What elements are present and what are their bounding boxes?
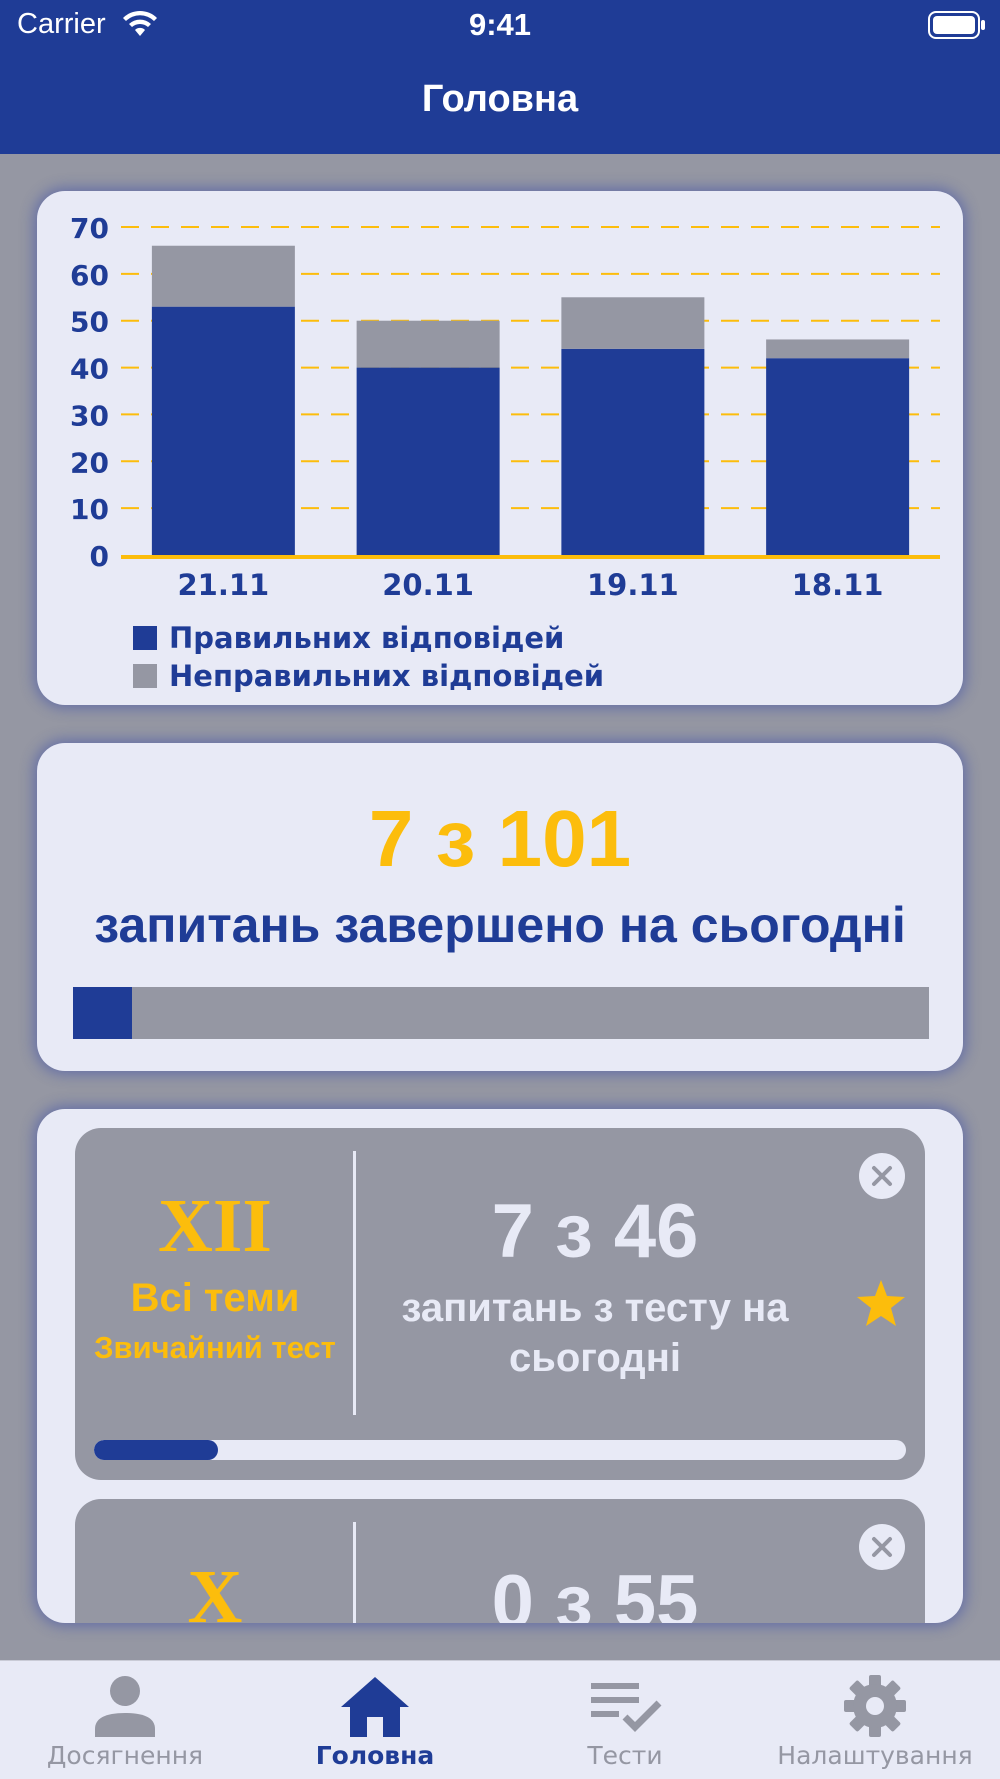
test-topic: Всі теми [130, 1276, 300, 1320]
close-icon[interactable] [859, 1153, 905, 1199]
tab-achievements[interactable]: Досягнення [0, 1661, 250, 1779]
x-tick-label: 21.11 [178, 568, 270, 602]
test-progress-count: 0 з 55 [491, 1560, 699, 1623]
y-tick-label: 40 [70, 353, 109, 386]
daily-progress-card: 7 з 101 запитань завершено на сьогодні [37, 743, 963, 1071]
tab-label: Досягнення [46, 1741, 204, 1770]
bar-correct [766, 358, 910, 555]
tab-label: Налаштування [777, 1741, 973, 1770]
page-title: Головна [421, 78, 579, 120]
test-type: Звичайний тест [94, 1330, 336, 1365]
tab-label: Головна [315, 1741, 435, 1770]
y-tick-label: 30 [70, 399, 109, 432]
star-icon[interactable] [855, 1278, 907, 1328]
legend-swatch-incorrect [133, 664, 157, 688]
home-icon [341, 1677, 409, 1737]
x-tick-label: 20.11 [382, 568, 474, 602]
x-tick-label: 19.11 [587, 568, 679, 602]
gear-icon [844, 1675, 906, 1737]
test-divider [353, 1151, 356, 1415]
bar-incorrect [356, 320, 500, 368]
test-progress-fill [94, 1440, 218, 1460]
bar-incorrect [151, 245, 295, 307]
test-item[interactable]: X 0 з 55 [75, 1499, 925, 1623]
y-tick-label: 10 [70, 493, 109, 526]
bar-correct [561, 348, 705, 555]
tab-bar: Досягнення Головна Тести Налаштування [0, 1660, 1000, 1779]
person-icon [95, 1676, 155, 1737]
tab-label: Тести [587, 1741, 663, 1770]
wifi-icon [123, 10, 157, 36]
test-progress-desc: запитань з тесту на сьогодні [401, 1286, 789, 1380]
daily-progress-count: 7 з 101 [368, 794, 632, 883]
status-time: 9:41 [468, 7, 532, 42]
test-item[interactable]: XII Всі теми Звичайний тест 7 з 46 запит… [75, 1128, 925, 1480]
battery-icon [928, 11, 985, 39]
bar-correct [151, 306, 295, 555]
y-tick-label: 50 [70, 306, 109, 339]
y-tick-label: 0 [90, 540, 109, 573]
test-number: X [187, 1555, 243, 1623]
test-divider [353, 1522, 356, 1623]
bar-incorrect [561, 297, 705, 349]
close-icon[interactable] [859, 1524, 905, 1570]
daily-progress-bar [73, 987, 929, 1039]
legend-item-incorrect: Неправильних відповідей [133, 657, 604, 695]
tab-home[interactable]: Головна [250, 1661, 500, 1779]
carrier-label: Carrier [17, 8, 106, 40]
status-bar: Carrier 9:41 [0, 0, 1000, 50]
legend-label-correct: Правильних відповідей [169, 621, 565, 655]
y-tick-label: 20 [70, 446, 109, 479]
y-tick-label: 60 [70, 259, 109, 292]
stacked-bar-chart: 0 10 20 30 40 50 60 70 21.11 20.11 19.11 18.11 [70, 212, 940, 602]
tab-settings[interactable]: Налаштування [750, 1661, 1000, 1779]
legend-label-incorrect: Неправильних відповідей [169, 659, 605, 693]
x-tick-label: 18.11 [792, 568, 884, 602]
bar-correct [356, 367, 500, 555]
tab-tests[interactable]: Тести [500, 1661, 750, 1779]
daily-progress-fill [73, 987, 133, 1039]
checklist-icon [591, 1683, 662, 1732]
navigation-bar: Головна [0, 50, 1000, 154]
test-progress-bar [94, 1440, 906, 1460]
test-progress-count: 7 з 46 [491, 1189, 699, 1274]
test-number: XII [157, 1184, 273, 1268]
daily-progress-label: запитань завершено на сьогодні [94, 897, 906, 953]
active-tests-card: XII Всі теми Звичайний тест 7 з 46 запит… [37, 1109, 963, 1623]
stats-chart-card: 0 10 20 30 40 50 60 70 21.11 20.11 19.11 18.11 Прав… [37, 191, 963, 705]
legend-item-correct: Правильних відповідей [133, 619, 604, 657]
legend-swatch-correct [133, 626, 157, 650]
chart-legend: Правильних відповідей Неправильних відпо… [133, 619, 604, 695]
bar-incorrect [766, 339, 910, 359]
y-tick-label: 70 [70, 212, 109, 245]
